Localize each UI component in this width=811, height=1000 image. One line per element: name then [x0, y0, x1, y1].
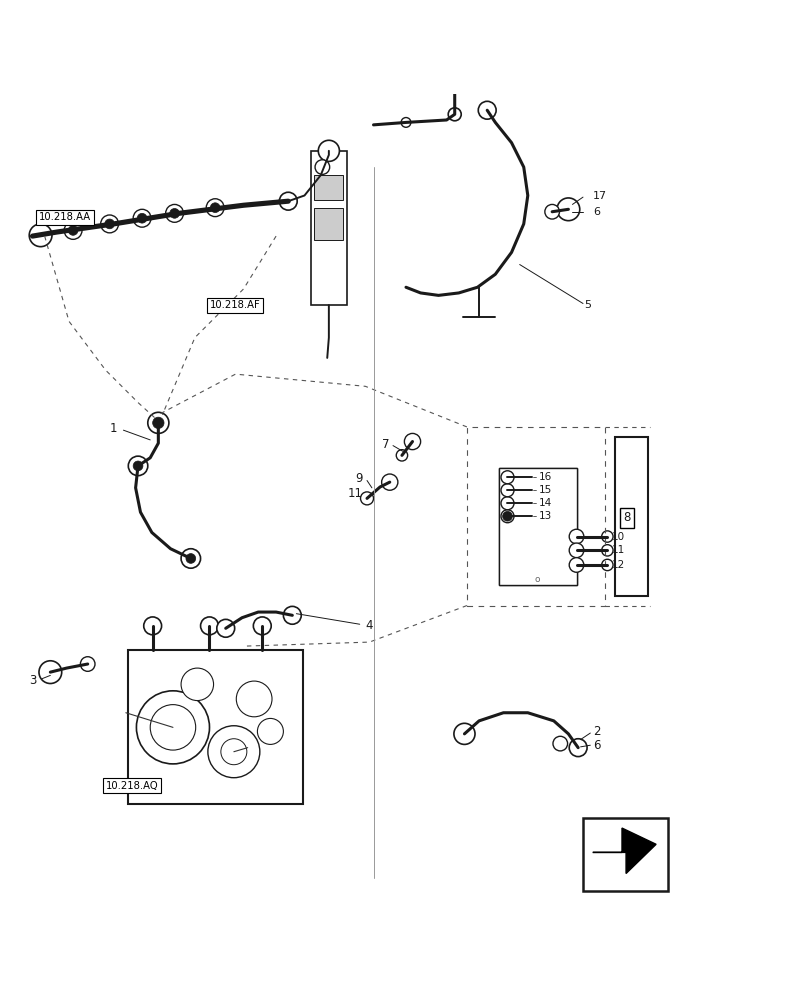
- Circle shape: [253, 617, 271, 635]
- Text: 2: 2: [592, 725, 599, 738]
- Circle shape: [478, 101, 496, 119]
- Circle shape: [80, 657, 95, 671]
- Circle shape: [105, 219, 114, 229]
- Circle shape: [502, 511, 512, 521]
- Circle shape: [401, 118, 410, 127]
- Circle shape: [68, 226, 78, 235]
- Circle shape: [556, 198, 579, 221]
- Text: 13: 13: [538, 511, 551, 521]
- Bar: [582, 818, 667, 891]
- Bar: [499, 468, 576, 585]
- Circle shape: [500, 484, 513, 497]
- Text: o: o: [534, 575, 539, 584]
- Text: 14: 14: [538, 498, 551, 508]
- Text: 8: 8: [622, 511, 630, 524]
- Bar: [311, 151, 346, 305]
- Text: 4: 4: [365, 619, 372, 632]
- Text: 10: 10: [611, 532, 624, 542]
- Polygon shape: [592, 828, 655, 874]
- Circle shape: [150, 705, 195, 750]
- Bar: [314, 175, 343, 200]
- Bar: [615, 437, 647, 596]
- Circle shape: [64, 221, 82, 239]
- Circle shape: [133, 461, 143, 471]
- Circle shape: [144, 617, 161, 635]
- Circle shape: [500, 497, 513, 510]
- Circle shape: [453, 723, 474, 744]
- Circle shape: [279, 192, 297, 210]
- Circle shape: [181, 668, 213, 701]
- Circle shape: [128, 456, 148, 476]
- Circle shape: [137, 213, 147, 223]
- Circle shape: [315, 160, 329, 174]
- Text: 3: 3: [29, 674, 36, 687]
- Circle shape: [396, 450, 407, 461]
- Circle shape: [318, 140, 339, 161]
- Circle shape: [206, 199, 224, 217]
- Bar: [314, 208, 343, 240]
- Text: 10.218.AQ: 10.218.AQ: [105, 781, 158, 791]
- Text: 6: 6: [592, 739, 599, 752]
- Text: 15: 15: [538, 485, 551, 495]
- Text: 9: 9: [355, 472, 363, 485]
- Circle shape: [186, 554, 195, 563]
- Text: 7: 7: [382, 438, 389, 451]
- Circle shape: [500, 471, 513, 484]
- Circle shape: [236, 681, 272, 717]
- Circle shape: [569, 558, 583, 572]
- Circle shape: [381, 474, 397, 490]
- Circle shape: [148, 412, 169, 433]
- Circle shape: [500, 510, 513, 523]
- Text: 6: 6: [592, 207, 599, 217]
- Bar: [128, 650, 303, 804]
- Text: 16: 16: [538, 472, 551, 482]
- Circle shape: [152, 417, 164, 429]
- Circle shape: [601, 559, 612, 571]
- Text: 12: 12: [611, 560, 624, 570]
- Circle shape: [133, 209, 151, 227]
- Circle shape: [136, 691, 209, 764]
- Text: 11: 11: [348, 487, 363, 500]
- Circle shape: [569, 543, 583, 558]
- Circle shape: [210, 203, 220, 213]
- Circle shape: [569, 739, 586, 757]
- Text: 5: 5: [584, 300, 591, 310]
- Circle shape: [360, 492, 373, 505]
- Circle shape: [569, 529, 583, 544]
- Circle shape: [221, 739, 247, 765]
- Text: 10.218.AF: 10.218.AF: [209, 300, 260, 310]
- Circle shape: [169, 208, 179, 218]
- Text: 10.218.AA: 10.218.AA: [39, 212, 91, 222]
- Circle shape: [181, 549, 200, 568]
- Circle shape: [601, 531, 612, 542]
- Circle shape: [283, 606, 301, 624]
- Circle shape: [29, 224, 52, 247]
- Text: 11: 11: [611, 545, 624, 555]
- Circle shape: [217, 619, 234, 637]
- Text: 1: 1: [109, 422, 118, 435]
- Circle shape: [448, 108, 461, 121]
- Circle shape: [404, 433, 420, 450]
- Circle shape: [165, 204, 183, 222]
- Circle shape: [101, 215, 118, 233]
- Circle shape: [39, 661, 62, 684]
- Circle shape: [601, 545, 612, 556]
- Circle shape: [208, 726, 260, 778]
- Text: 17: 17: [592, 191, 606, 201]
- Circle shape: [200, 617, 218, 635]
- Circle shape: [257, 718, 283, 744]
- Bar: [499, 468, 576, 585]
- Circle shape: [552, 736, 567, 751]
- Circle shape: [544, 204, 559, 219]
